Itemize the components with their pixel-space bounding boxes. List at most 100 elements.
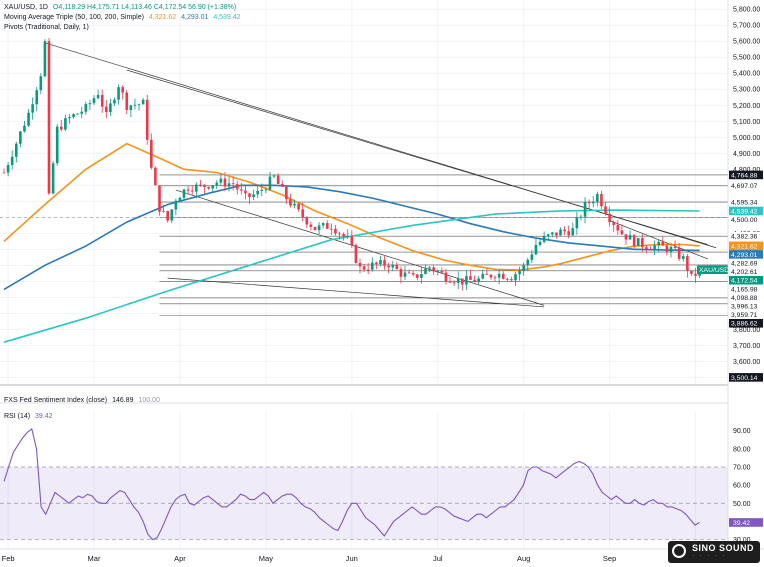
candle-body [403, 272, 407, 277]
candle-body [350, 236, 354, 246]
candle-body [620, 230, 624, 235]
candle-body [665, 245, 669, 252]
ma100-value: 4,293.01 [181, 14, 209, 21]
candle-body [338, 233, 341, 235]
logo-text: SINO SOUND [692, 543, 755, 553]
candle-body [686, 256, 689, 271]
candle-body [379, 260, 382, 265]
pivots-legend[interactable]: Pivots (Traditional, Daily, 1) [4, 24, 89, 31]
candle-body [399, 269, 403, 277]
candle-body [186, 189, 190, 191]
price-label: 4,282.69 [731, 260, 758, 267]
candle-body [84, 104, 88, 112]
candle-body [301, 209, 305, 218]
price-label-bg [729, 258, 763, 268]
candle-body [673, 246, 677, 249]
candle-body [158, 185, 161, 212]
fed-legend[interactable]: FXS Fed Sentiment Index (close) 146.89 1… [4, 397, 160, 404]
candle-body [244, 190, 247, 194]
candle-body [465, 276, 468, 285]
candle-body [657, 241, 661, 246]
ohlc-values: O4,118.29 H4,175.71 L4,113.46 C4,172.54 … [52, 4, 237, 11]
candle-body [80, 111, 84, 114]
candle-body [162, 210, 165, 212]
candle-body [334, 228, 337, 234]
price-label: 4,539.42 [731, 208, 758, 215]
price-tick-label: 5,700.00 [733, 23, 760, 30]
candle-body [612, 222, 616, 226]
candle-body [260, 189, 264, 191]
price-tick-label: 5,500.00 [733, 55, 760, 62]
candle-body [469, 276, 472, 280]
ma50-value: 4,321.62 [148, 14, 177, 21]
time-axis[interactable]: FebMarAprMayJunJulAugSepOct [2, 554, 703, 563]
candle-body [190, 190, 194, 192]
candle-body [551, 232, 554, 235]
candle-body [567, 231, 570, 236]
candle-body [559, 229, 562, 236]
candle-body [489, 274, 493, 278]
trendline [175, 189, 545, 306]
rsi-legend[interactable]: RSI (14) 39.42 [4, 413, 53, 420]
pivot-levels [0, 174, 728, 316]
ma-legend[interactable]: Moving Average Triple (50, 100, 200, Sim… [4, 14, 241, 21]
candle-body [591, 201, 595, 204]
rsi-tick-label: 60.00 [733, 483, 751, 490]
candle-body [362, 266, 366, 270]
candle-body [493, 277, 497, 279]
price-tick-label: 5,800.00 [733, 7, 760, 14]
price-axis[interactable]: 5,800.00 5,700.00 5,600.00 5,500.00 5,400.00… [697, 7, 763, 382]
candle-body [104, 106, 108, 112]
candle-body [88, 103, 92, 105]
candle-body [240, 189, 243, 191]
candle-body [219, 178, 223, 183]
rsi-value: 39.42 [35, 413, 53, 420]
symbol-legend[interactable]: XAU/USD, 1D O4,118.29 H4,175.71 L4,113.4… [4, 4, 236, 11]
price-label: 4,165.98 [731, 286, 758, 293]
price-label-bg [729, 250, 763, 259]
candle-body [526, 259, 530, 266]
candle-body [141, 99, 145, 105]
time-tick-label: Aug [517, 554, 530, 563]
candle-body [608, 213, 611, 223]
price-label: 4,764.88 [731, 172, 758, 179]
candle-body [583, 202, 587, 217]
symbol-tag-bg [697, 265, 728, 275]
candle-body [325, 223, 329, 229]
price-tick-label: 5,400.00 [733, 71, 760, 78]
symbol-tag: XAU/USD [699, 267, 729, 274]
candle-body [276, 175, 280, 184]
candle-body [632, 235, 636, 246]
price-label-bg [729, 318, 763, 328]
price-label-bg [729, 267, 763, 276]
candle-body [428, 267, 431, 269]
candle-body [166, 210, 169, 221]
rsi-tick-label: 30.00 [733, 537, 751, 544]
price-label: 4,293.01 [731, 252, 758, 259]
fed-value: 146.89 [112, 397, 134, 404]
candle-body [59, 126, 63, 130]
candle-body [264, 189, 268, 191]
time-tick-label: May [259, 554, 273, 563]
candle-body [510, 279, 513, 281]
candle-body [661, 241, 665, 246]
candle-body [280, 183, 284, 187]
price-label: 4,500.00 [731, 217, 758, 224]
candle-body [596, 194, 599, 202]
candle-body [321, 223, 325, 226]
price-label-bg [729, 181, 763, 191]
price-tick-label: 3,800.00 [733, 327, 760, 334]
logo-icon [672, 544, 686, 558]
candle-body [473, 279, 476, 282]
price-tick-label: 5,600.00 [733, 39, 760, 46]
candle-body [51, 163, 55, 194]
time-tick-label: Feb [2, 554, 15, 563]
price-label: 4,202.61 [731, 269, 758, 276]
candle-body [444, 272, 448, 282]
candle-body [154, 167, 157, 186]
candle-body [125, 92, 129, 110]
candle-body [174, 200, 178, 210]
candle-body [530, 254, 534, 260]
candle-body [546, 234, 550, 237]
price-label: 4,321.62 [731, 243, 758, 250]
